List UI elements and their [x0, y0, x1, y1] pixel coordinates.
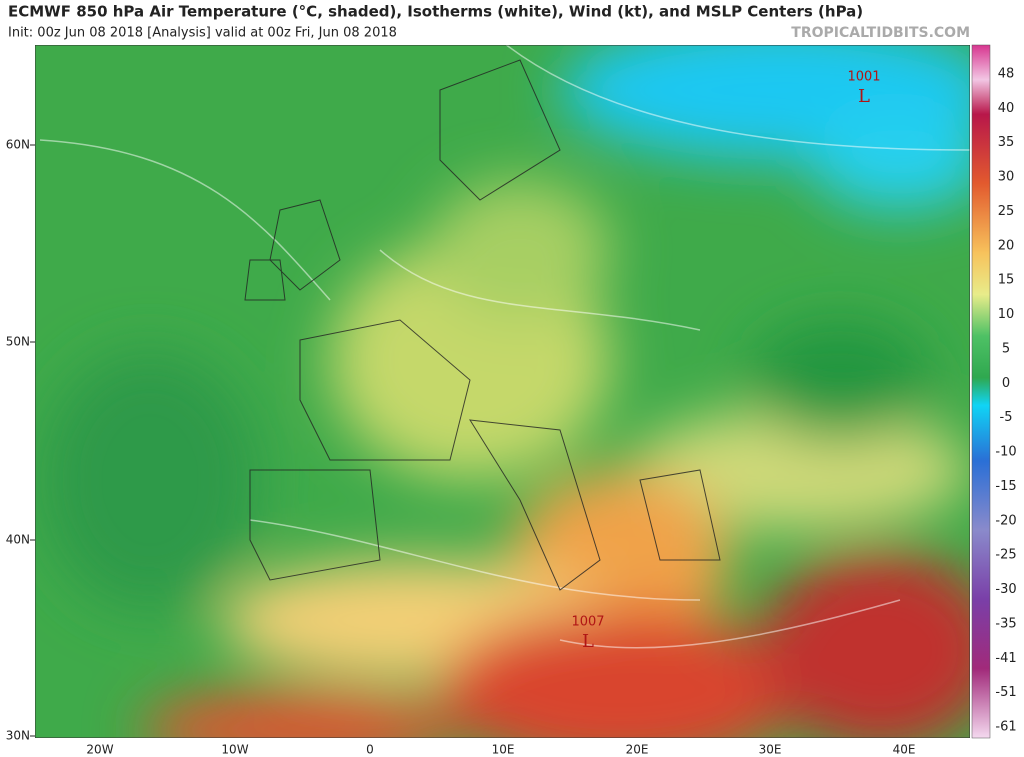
colorbar-label: 15	[998, 273, 1015, 288]
title: ECMWF 850 hPa Air Temperature (°C, shade…	[8, 3, 863, 21]
colorbar-label: -25	[995, 548, 1016, 563]
lon-label: 10W	[221, 743, 248, 757]
colorbar-label: -5	[1000, 410, 1013, 425]
colorbar-label: 0	[1002, 376, 1010, 391]
lat-label: 40N	[6, 533, 30, 547]
pressure-symbol: L	[582, 631, 594, 652]
colorbar-label: -61	[995, 720, 1016, 735]
lon-label: 30E	[759, 743, 782, 757]
colorbar-label: 35	[998, 135, 1015, 150]
colorbar-label: -30	[995, 582, 1016, 597]
colorbar-label: 10	[998, 307, 1015, 322]
lon-label: 0	[366, 743, 374, 757]
pressure-value: 1001	[847, 70, 880, 85]
watermark: TROPICALTIDBITS.COM	[791, 25, 970, 41]
colorbar-label: -35	[995, 616, 1016, 631]
subtitle: Init: 00z Jun 08 2018 [Analysis] valid a…	[8, 26, 397, 41]
colorbar-label: 25	[998, 204, 1015, 219]
temperature-field	[40, 45, 970, 738]
lat-label: 50N	[6, 335, 30, 349]
lon-label: 20E	[626, 743, 649, 757]
lon-label: 40E	[893, 743, 916, 757]
colorbar-label: 48	[998, 67, 1015, 82]
colorbar-label: -41	[995, 651, 1016, 666]
colorbar-label: -10	[995, 445, 1016, 460]
lat-label: 60N	[6, 138, 30, 152]
colorbar-label: 5	[1002, 341, 1010, 356]
colorbar-label: -51	[995, 685, 1016, 700]
pressure-value: 1007	[571, 615, 604, 630]
lon-label: 20W	[86, 743, 113, 757]
colorbar-label: 20	[998, 238, 1015, 253]
colorbar-label: -20	[995, 513, 1016, 528]
coastlines	[244, 59, 721, 591]
colorbar-label: 40	[998, 101, 1015, 116]
colorbar-label: 30	[998, 170, 1015, 185]
lon-label: 10E	[492, 743, 515, 757]
colorbar	[971, 44, 991, 739]
lat-label: 30N	[6, 729, 30, 743]
isotherm	[39, 45, 970, 649]
colorbar-label: -15	[995, 479, 1016, 494]
map-area	[35, 45, 970, 738]
pressure-symbol: L	[858, 86, 870, 107]
